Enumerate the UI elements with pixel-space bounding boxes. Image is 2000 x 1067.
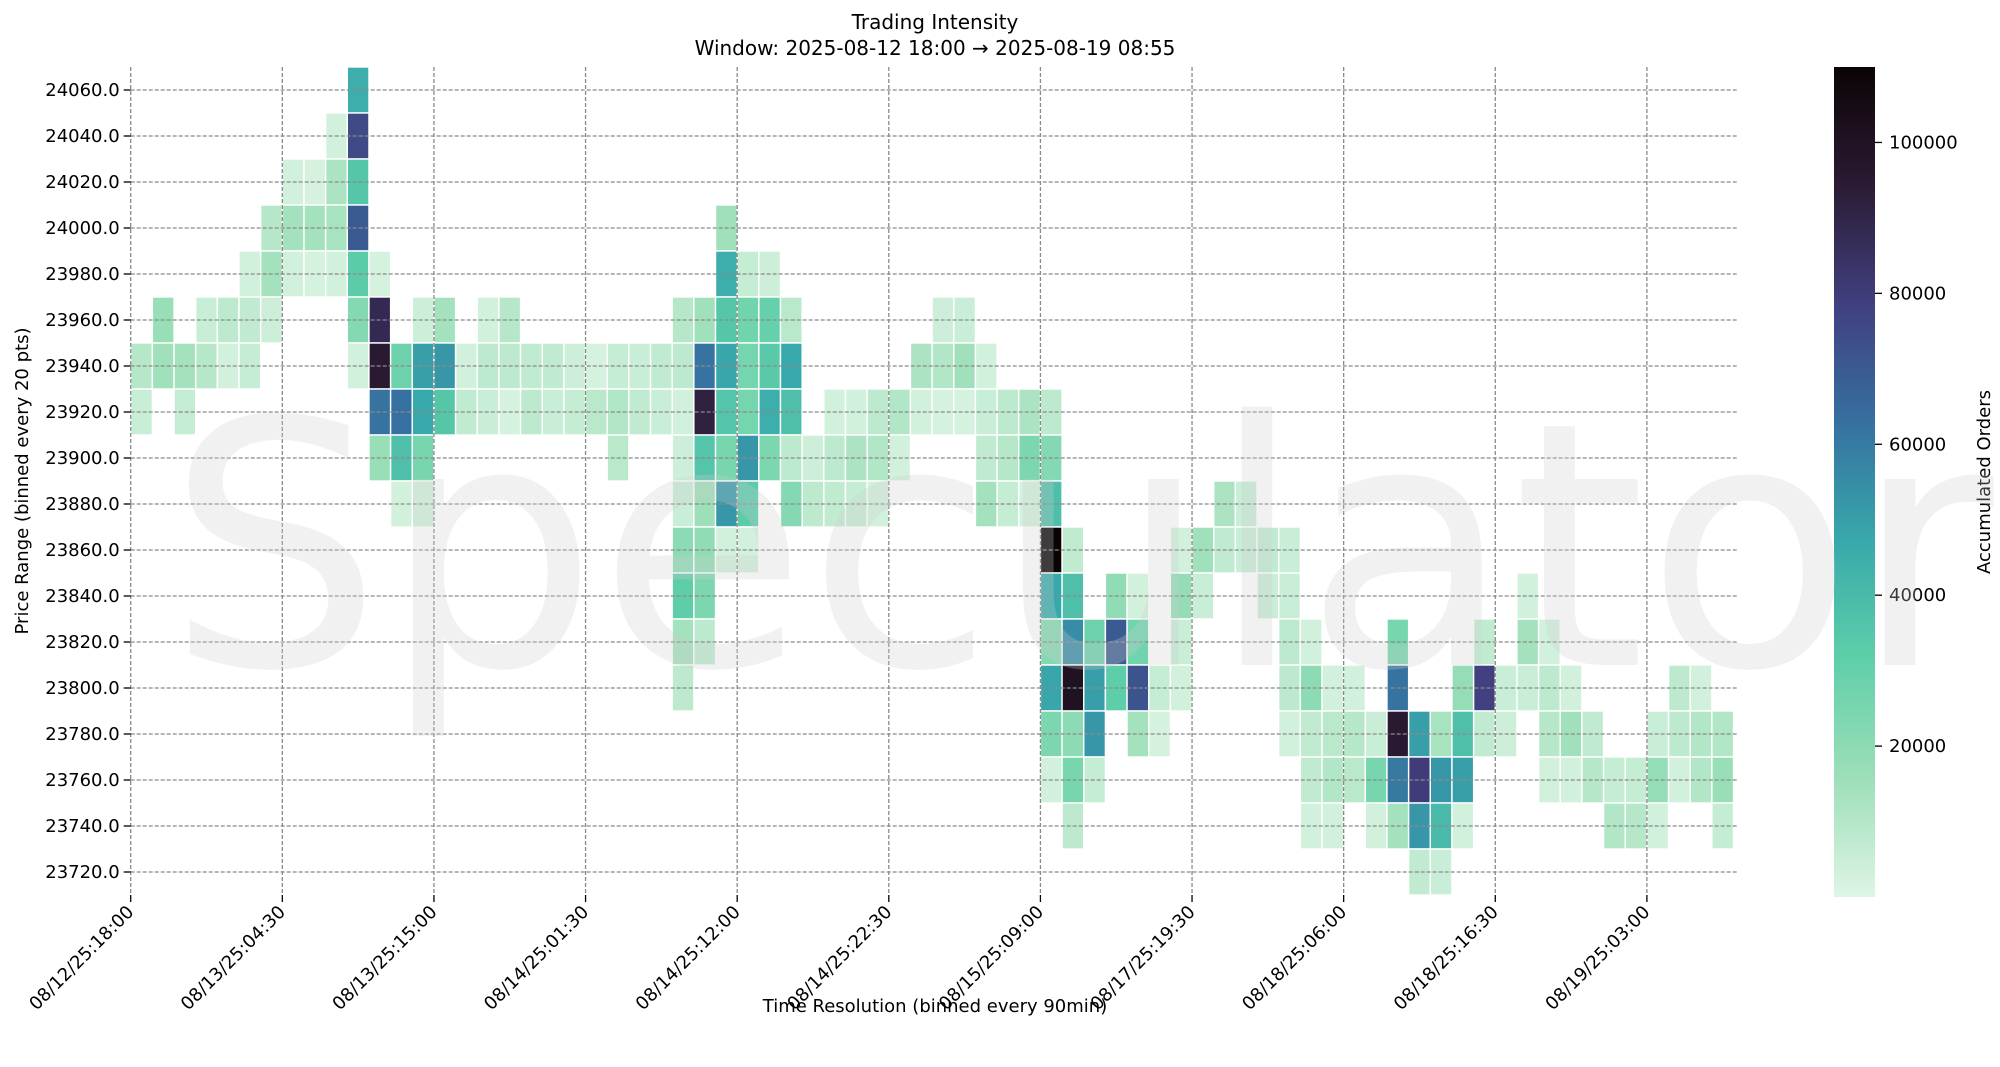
x-tick-label: 08/13/25:04:30 [177, 902, 290, 1015]
chart-subtitle: Window: 2025-08-12 18:00 → 2025-08-19 08… [695, 36, 1176, 60]
heatmap-cells [129, 66, 1735, 896]
y-tick-label: 23800.0 [45, 678, 119, 699]
watermark: Speculator [166, 350, 1997, 746]
y-tick-label: 24060.0 [45, 80, 119, 101]
colorbar-tick-label: 80000 [1889, 283, 1946, 304]
x-tick-label: 08/14/25:12:00 [632, 902, 745, 1015]
colorbar [1834, 67, 1875, 897]
y-tick-label: 23920.0 [45, 402, 119, 423]
x-tick-label: 08/13/25:15:00 [328, 902, 441, 1015]
y-axis-label: Price Range (binned every 20 pts) [12, 328, 33, 635]
colorbar-tick-label: 20000 [1889, 736, 1946, 757]
y-tick-label: 24040.0 [45, 126, 119, 147]
colorbar-label: Accumulated Orders [1974, 390, 1995, 574]
x-tick-label: 08/18/25:16:30 [1390, 902, 1503, 1015]
colorbar-ticks: 20000 40000 60000 80000 100000 [1875, 132, 1958, 757]
y-tick-label: 23860.0 [45, 540, 119, 561]
x-tick-label: 08/12/25:18:00 [25, 902, 138, 1015]
x-tick-label: 08/14/25:01:30 [480, 902, 593, 1015]
grid-lines [130, 67, 1738, 895]
y-tick-label: 24020.0 [45, 172, 119, 193]
y-tick-label: 23780.0 [45, 724, 119, 745]
y-tick-label: 23820.0 [45, 632, 119, 653]
y-tick-label: 23980.0 [45, 264, 119, 285]
y-tick-label: 23740.0 [45, 816, 119, 837]
y-tick-label: 23940.0 [45, 356, 119, 377]
x-axis-label: Time Resolution (binned every 90min) [762, 996, 1107, 1017]
y-axis: 24060.0 24040.0 24020.0 24000.0 23980.0 23960… [45, 80, 131, 883]
y-tick-label: 23720.0 [45, 862, 119, 883]
y-tick-label: 23840.0 [45, 586, 119, 607]
x-tick-label: 08/18/25:06:00 [1238, 902, 1351, 1015]
y-tick-label: 23900.0 [45, 448, 119, 469]
colorbar-tick-label: 60000 [1889, 434, 1946, 455]
y-tick-label: 23880.0 [45, 494, 119, 515]
x-tick-label: 08/19/25:03:00 [1541, 902, 1654, 1015]
y-tick-label: 24000.0 [45, 218, 119, 239]
colorbar-tick-label: 40000 [1889, 585, 1946, 606]
y-tick-label: 23960.0 [45, 310, 119, 331]
colorbar-tick-label: 100000 [1889, 132, 1958, 153]
chart-title: Trading Intensity [851, 10, 1019, 34]
y-tick-label: 23760.0 [45, 770, 119, 791]
